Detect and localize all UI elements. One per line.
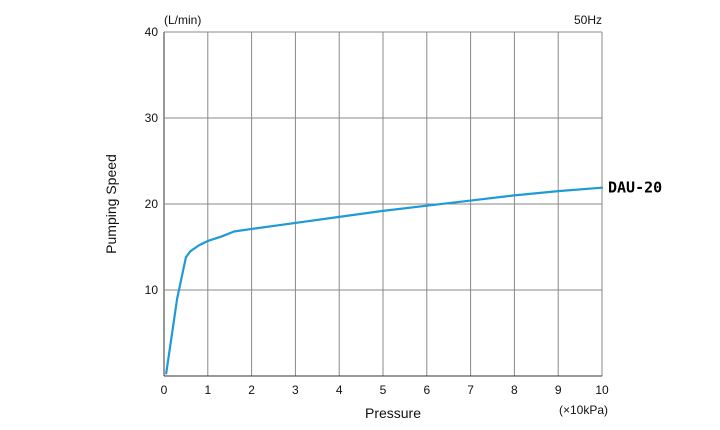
x-tick-label: 2 bbox=[248, 383, 255, 397]
x-tick-label: 6 bbox=[423, 383, 430, 397]
x-tick-label: 5 bbox=[380, 383, 387, 397]
y-tick-label: 40 bbox=[145, 25, 159, 39]
series-label-dau-20: DAU-20 bbox=[608, 179, 662, 197]
y-axis-title: Pumping Speed bbox=[103, 154, 119, 254]
y-tick-label: 20 bbox=[145, 197, 159, 211]
x-tick-label: 0 bbox=[161, 383, 168, 397]
y-tick-label: 30 bbox=[145, 111, 159, 125]
x-tick-label: 3 bbox=[292, 383, 299, 397]
grid bbox=[163, 31, 603, 377]
x-tick-label: 7 bbox=[467, 383, 474, 397]
y-tick-label: 10 bbox=[145, 283, 159, 297]
series-line-dau-20 bbox=[165, 186, 604, 375]
x-tick-label: 8 bbox=[511, 383, 518, 397]
y-tick-labels: 10 20 30 40 bbox=[145, 25, 159, 297]
y-unit-label: (L/min) bbox=[164, 13, 201, 27]
x-tick-labels: 0 1 2 3 4 5 6 7 8 9 10 bbox=[161, 383, 609, 397]
x-tick-label: 10 bbox=[595, 383, 609, 397]
x-tick-label: 1 bbox=[204, 383, 211, 397]
x-tick-label: 9 bbox=[555, 383, 562, 397]
x-unit-label: (×10kPa) bbox=[559, 403, 608, 417]
frequency-label: 50Hz bbox=[574, 13, 602, 27]
series-lines bbox=[165, 186, 604, 375]
x-tick-label: 4 bbox=[336, 383, 343, 397]
x-axis-title: Pressure bbox=[365, 405, 421, 421]
